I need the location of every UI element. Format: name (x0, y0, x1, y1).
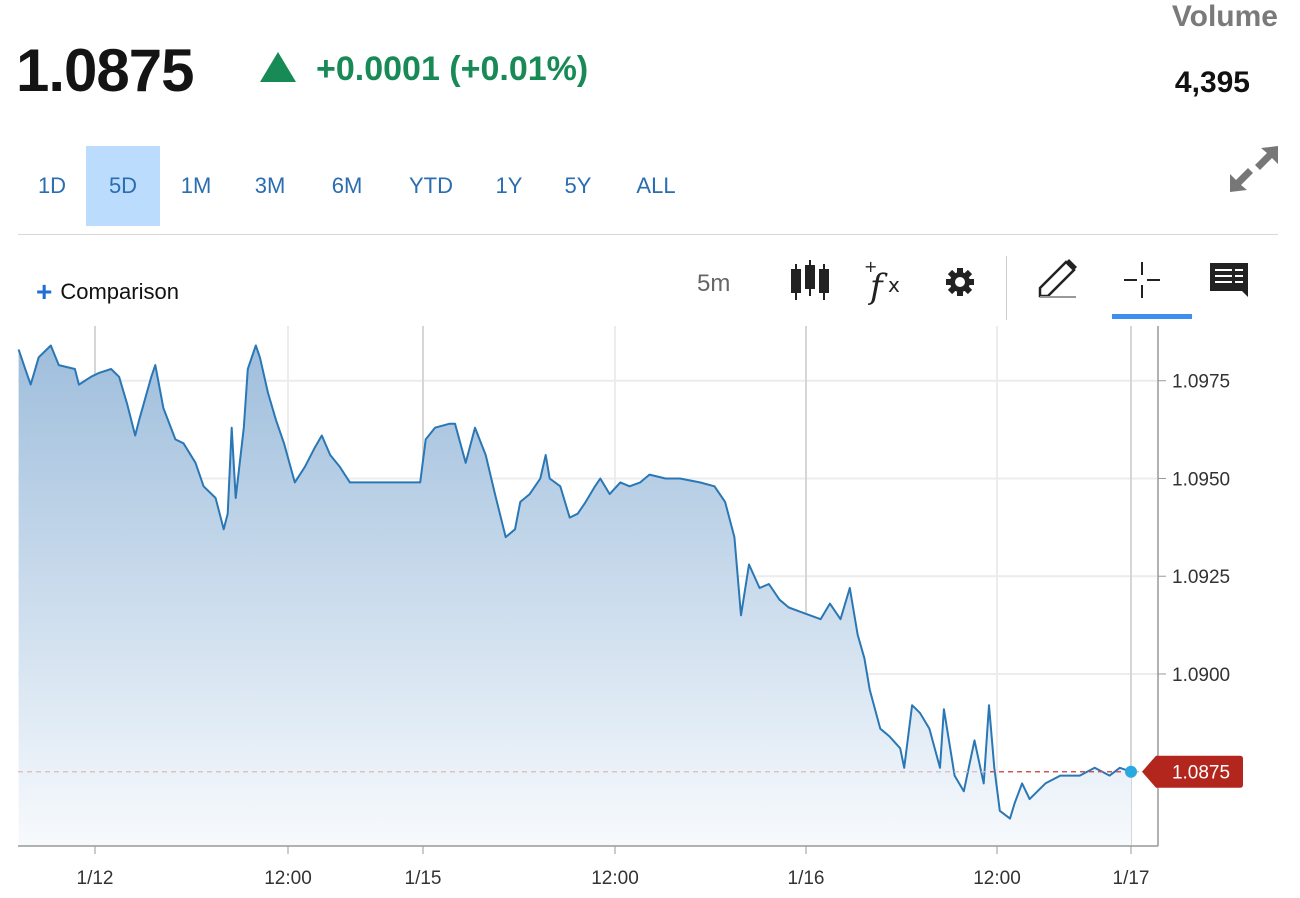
price-chart[interactable]: 1.0975 1.0950 1.0925 1.0900 1/12 12:00 1/15 12:… (0, 320, 1300, 898)
comment-icon[interactable] (1210, 263, 1248, 297)
expand-icon[interactable] (1228, 146, 1280, 194)
price-change: +0.0001 (+0.01%) (316, 50, 589, 88)
x-tick-label: 12:00 (264, 868, 312, 889)
function-icon[interactable]: + f x (862, 258, 908, 306)
last-price-tag-label: 1.0875 (1172, 763, 1230, 784)
divider (18, 234, 1278, 235)
range-tab-3m[interactable]: 3M (254, 173, 286, 198)
range-tab-5d[interactable]: 5D (86, 146, 160, 226)
range-tab-1y[interactable]: 1Y (495, 173, 523, 198)
last-price-tag (1142, 755, 1243, 788)
y-tick-label: 1.0900 (1172, 665, 1230, 686)
add-comparison-button[interactable]: + Comparison (36, 276, 179, 308)
price-area (18, 345, 1132, 846)
x-tick-label: 12:00 (973, 868, 1021, 889)
x-tick-label: 1/12 (77, 868, 114, 889)
y-tick-label: 1.0950 (1172, 469, 1230, 490)
volume-label: Volume (1171, 0, 1278, 33)
toolbar-divider (1006, 256, 1007, 320)
range-tab-1d[interactable]: 1D (37, 173, 67, 198)
svg-text:f: f (867, 267, 888, 306)
volume-value: 4,395 (1174, 66, 1250, 99)
range-tab-5y[interactable]: 5Y (564, 173, 592, 198)
crosshair-icon[interactable] (1124, 262, 1160, 298)
svg-text:x: x (888, 273, 900, 297)
comparison-label: Comparison (60, 279, 179, 304)
candlestick-icon[interactable] (790, 258, 832, 302)
last-price-dot (1125, 765, 1137, 778)
active-tool-indicator (1112, 314, 1192, 319)
up-arrow-icon (260, 52, 296, 82)
x-tick-label: 12:00 (591, 868, 639, 889)
gear-icon[interactable] (944, 266, 976, 298)
range-tab-all[interactable]: ALL (636, 173, 676, 198)
x-tick-label: 1/16 (788, 868, 825, 889)
last-price: 1.0875 (16, 37, 195, 104)
x-tick-label: 1/15 (405, 868, 442, 889)
pencil-icon[interactable] (1036, 258, 1080, 300)
range-tab-1m[interactable]: 1M (180, 173, 212, 198)
range-tab-6m[interactable]: 6M (331, 173, 363, 198)
y-tick-label: 1.0975 (1172, 372, 1230, 393)
y-tick-label: 1.0925 (1172, 567, 1230, 588)
interval-selector[interactable]: 5m (697, 270, 731, 297)
price-line (17, 344, 1132, 820)
range-tab-ytd[interactable]: YTD (409, 173, 453, 198)
x-tick-label: 1/17 (1113, 868, 1150, 889)
plus-icon: + (36, 276, 53, 307)
svg-text:+: + (864, 258, 877, 276)
